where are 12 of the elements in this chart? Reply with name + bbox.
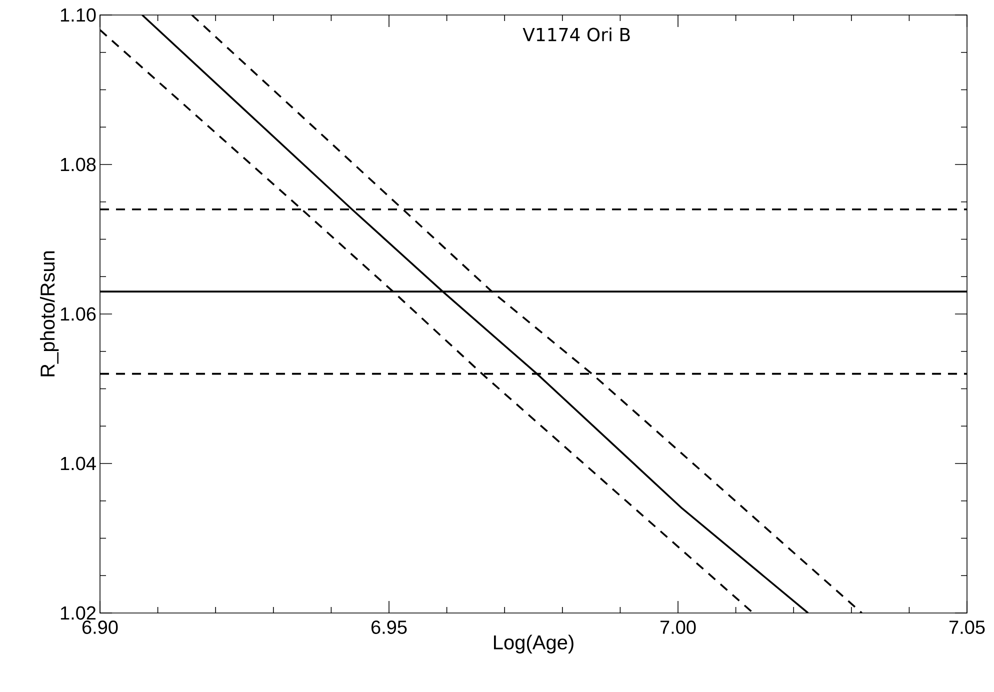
- y-tick-label: 1.08: [60, 158, 96, 172]
- x-axis-title: Log(Age): [494, 634, 574, 654]
- x-tick-label: 6.95: [371, 620, 407, 634]
- y-tick-label: 1.04: [60, 456, 96, 470]
- y-tick-label: 1.10: [60, 8, 96, 22]
- y-axis-title: R_photo/Rsun: [40, 251, 59, 376]
- x-tick-label: 7.00: [660, 620, 696, 634]
- text: V1174 Ori B: [522, 27, 630, 42]
- y-tick-label: 1.06: [60, 307, 96, 321]
- y-tick-label: 1.02: [60, 606, 96, 620]
- x-tick-label: 7.05: [949, 620, 985, 634]
- x-tick-label: 6.90: [82, 620, 118, 634]
